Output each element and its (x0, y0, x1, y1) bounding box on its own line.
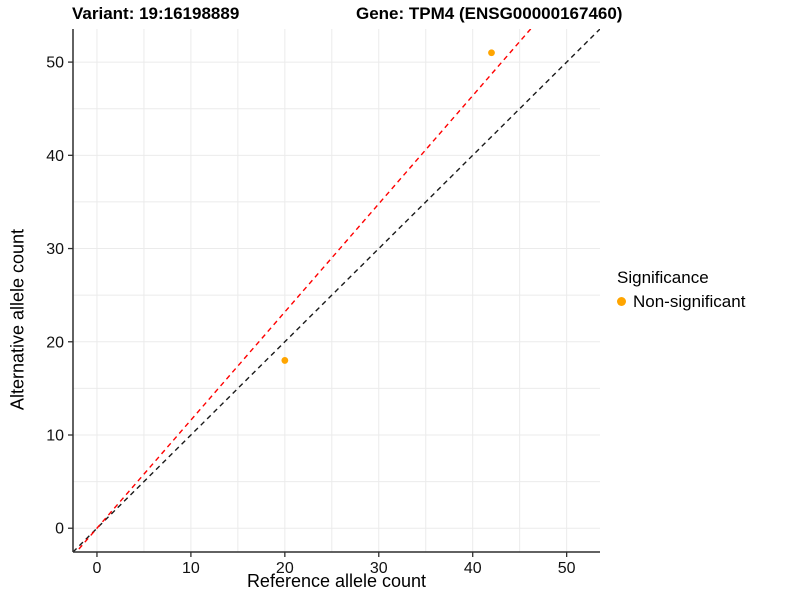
y-tick-label: 20 (46, 334, 64, 351)
y-tick-label: 0 (55, 521, 64, 538)
identity-line (73, 29, 600, 552)
y-tick-label: 30 (46, 241, 64, 258)
x-axis-title: Reference allele count (246, 571, 427, 591)
legend: Significance Non-significant (617, 268, 745, 311)
x-tick-label: 0 (93, 560, 102, 577)
legend-item-non-significant: Non-significant (617, 292, 745, 311)
data-point (488, 49, 495, 57)
plot-title-gene: Gene: TPM4 (ENSG00000167460) (356, 4, 623, 23)
x-tick-label: 30 (370, 560, 388, 577)
y-tick-label: 40 (46, 148, 64, 165)
legend-title: Significance (617, 268, 709, 287)
x-tick-label: 50 (558, 560, 576, 577)
ratio-line (75, 29, 532, 552)
x-tick-label: 20 (276, 560, 294, 577)
y-tick-label: 10 (46, 428, 64, 445)
legend-item-label: Non-significant (633, 292, 746, 311)
legend-point-icon (617, 297, 626, 306)
data-point (281, 357, 289, 364)
plot-title-variant: Variant: 19:16198889 (72, 4, 240, 23)
x-tick-label: 10 (182, 560, 200, 577)
y-tick-label: 50 (46, 55, 64, 72)
x-tick-label: 40 (464, 560, 482, 577)
y-axis-title: Alternative allele count (7, 228, 28, 411)
